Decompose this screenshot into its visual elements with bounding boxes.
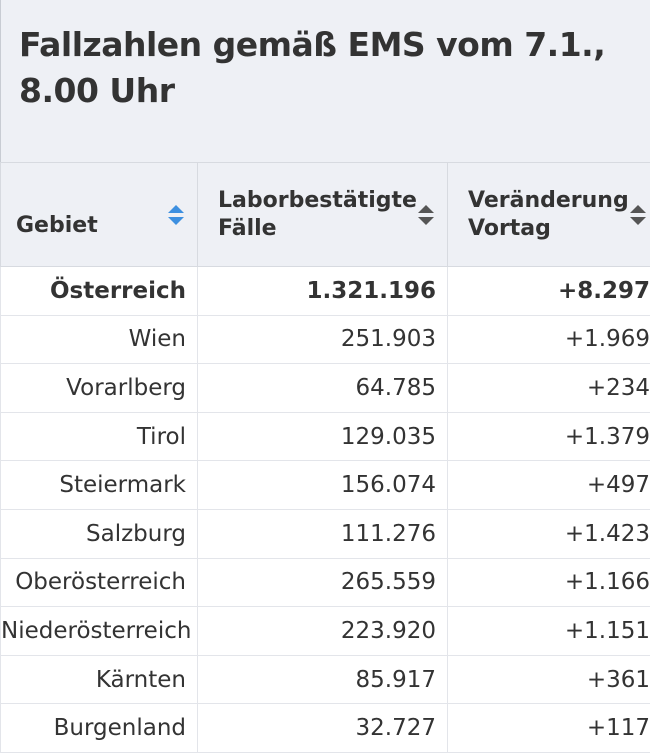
cell-gebiet: Steiermark [1, 461, 198, 510]
cell-gebiet: Wien [1, 315, 198, 364]
cell-veraenderung: +497 [448, 461, 650, 510]
cell-veraenderung: +1.423 [448, 509, 650, 558]
column-header-faelle[interactable]: Laborbestätigte Fälle [198, 163, 448, 267]
cell-faelle: 85.917 [198, 655, 448, 704]
cell-veraenderung: +1.166 [448, 558, 650, 607]
cell-veraenderung: +1.379 [448, 412, 650, 461]
cell-gebiet: Kärnten [1, 655, 198, 704]
case-table: Gebiet Laborbestätigte Fälle Veränderung… [0, 162, 650, 753]
cell-gebiet: Salzburg [1, 509, 198, 558]
column-header-veraenderung[interactable]: Veränderung Vortag [448, 163, 650, 267]
cell-gebiet: Burgenland [1, 704, 198, 753]
table-header-row: Gebiet Laborbestätigte Fälle Veränderung… [1, 163, 650, 267]
column-header-label: Veränderung Vortag [448, 187, 650, 243]
cell-faelle: 1.321.196 [198, 267, 448, 316]
cell-gebiet: Vorarlberg [1, 364, 198, 413]
cell-gebiet: Tirol [1, 412, 198, 461]
column-header-gebiet[interactable]: Gebiet [1, 163, 198, 267]
cell-faelle: 129.035 [198, 412, 448, 461]
cell-faelle: 251.903 [198, 315, 448, 364]
cell-faelle: 32.727 [198, 704, 448, 753]
table-caption-area: Fallzahlen gemäß EMS vom 7.1., 8.00 Uhr [0, 0, 650, 162]
cell-veraenderung: +361 [448, 655, 650, 704]
cell-faelle: 265.559 [198, 558, 448, 607]
cell-faelle: 111.276 [198, 509, 448, 558]
cell-faelle: 64.785 [198, 364, 448, 413]
cell-faelle: 223.920 [198, 607, 448, 656]
sort-icon[interactable] [417, 203, 435, 227]
cell-gebiet: Oberösterreich [1, 558, 198, 607]
sort-ascending-icon[interactable] [167, 203, 185, 227]
cell-gebiet: Niederösterreich [1, 607, 198, 656]
cell-faelle: 156.074 [198, 461, 448, 510]
page-title: Fallzahlen gemäß EMS vom 7.1., 8.00 Uhr [19, 22, 644, 114]
column-header-label: Laborbestätigte Fälle [198, 187, 447, 243]
sort-icon[interactable] [629, 203, 647, 227]
cell-veraenderung: +1.151 [448, 607, 650, 656]
cell-veraenderung: +234 [448, 364, 650, 413]
cell-veraenderung: +1.969 [448, 315, 650, 364]
cell-veraenderung: +8.297 [448, 267, 650, 316]
cell-veraenderung: +117 [448, 704, 650, 753]
cell-gebiet: Österreich [1, 267, 198, 316]
